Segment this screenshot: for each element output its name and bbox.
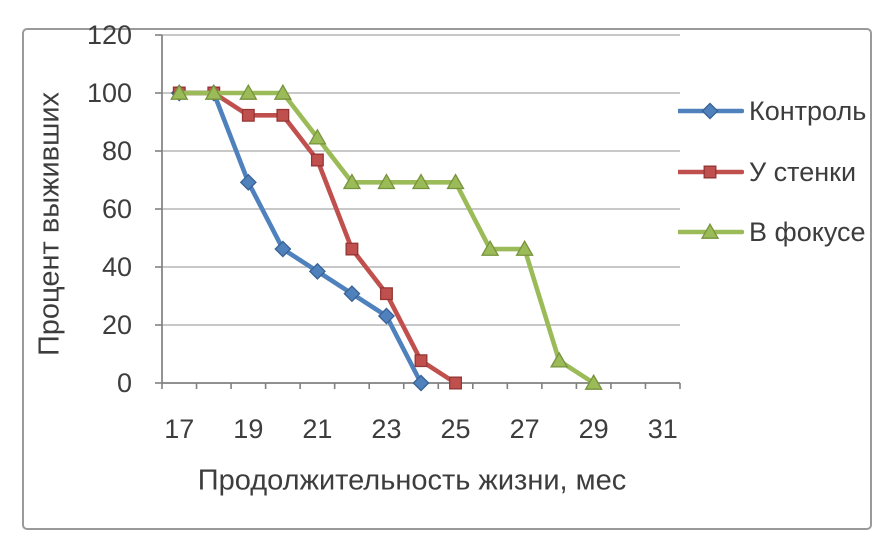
data-point-marker	[411, 173, 431, 190]
legend-item-kontrol: Контроль	[676, 95, 867, 126]
legend-label: У стенки	[749, 156, 857, 187]
data-point-marker	[550, 351, 569, 368]
data-point-marker	[273, 83, 292, 100]
legend-marker-shape	[703, 165, 717, 179]
data-point-marker	[414, 354, 428, 368]
legend-marker-shape	[700, 222, 720, 239]
data-point-marker	[584, 373, 603, 390]
data-point-marker	[310, 153, 324, 167]
legend-item-v-fokuse: В фокусе	[676, 216, 866, 247]
y-tick-label: 0	[116, 368, 132, 398]
data-point-marker	[241, 108, 255, 122]
data-point-marker	[377, 173, 396, 190]
data-point-marker	[204, 83, 223, 100]
data-point-marker	[170, 83, 189, 100]
y-axis-title: Процент выживших	[33, 91, 66, 357]
legend-marker-triangle-icon	[676, 221, 745, 243]
y-tick-label: 20	[101, 310, 132, 340]
x-tick-label: 25	[440, 414, 471, 444]
legend-label: В фокусе	[749, 216, 866, 247]
series-line	[176, 90, 424, 386]
data-point-marker	[308, 128, 327, 145]
data-point-marker	[239, 173, 257, 191]
y-tick-label: 60	[101, 194, 132, 224]
data-point-marker	[345, 242, 359, 256]
y-tick-label: 100	[86, 78, 132, 108]
x-tick-label: 27	[509, 414, 540, 444]
x-tick-label: 23	[371, 414, 402, 444]
data-point-marker	[274, 240, 292, 258]
legend-item-u-stenki: У стенки	[676, 156, 857, 187]
data-point-marker	[515, 239, 534, 256]
y-tick-label: 40	[101, 252, 132, 282]
x-tick-label: 17	[164, 414, 195, 444]
data-point-marker	[380, 287, 393, 301]
data-point-marker	[412, 374, 430, 392]
y-tick-label: 80	[101, 136, 132, 166]
legend-marker-diamond-icon	[676, 100, 745, 122]
x-tick-label: 19	[233, 414, 264, 444]
data-point-marker	[276, 108, 290, 122]
data-point-marker	[480, 239, 500, 256]
x-tick-label: 29	[578, 414, 609, 444]
data-point-marker	[449, 376, 462, 390]
data-point-marker	[446, 173, 465, 190]
data-point-marker	[377, 307, 395, 325]
y-tick-label: 120	[86, 20, 132, 50]
x-axis-title: Продолжительность жизни, мес	[197, 464, 627, 497]
data-point-marker	[343, 285, 361, 303]
legend-marker-square-icon	[676, 161, 745, 183]
x-tick-label: 21	[302, 414, 333, 444]
data-point-marker	[239, 83, 258, 100]
series-line	[176, 90, 596, 386]
data-point-marker	[342, 173, 362, 190]
data-point-marker	[308, 262, 326, 280]
legend-label: Контроль	[749, 95, 867, 126]
legend-marker-shape	[701, 102, 719, 120]
x-tick-label: 31	[647, 414, 678, 444]
